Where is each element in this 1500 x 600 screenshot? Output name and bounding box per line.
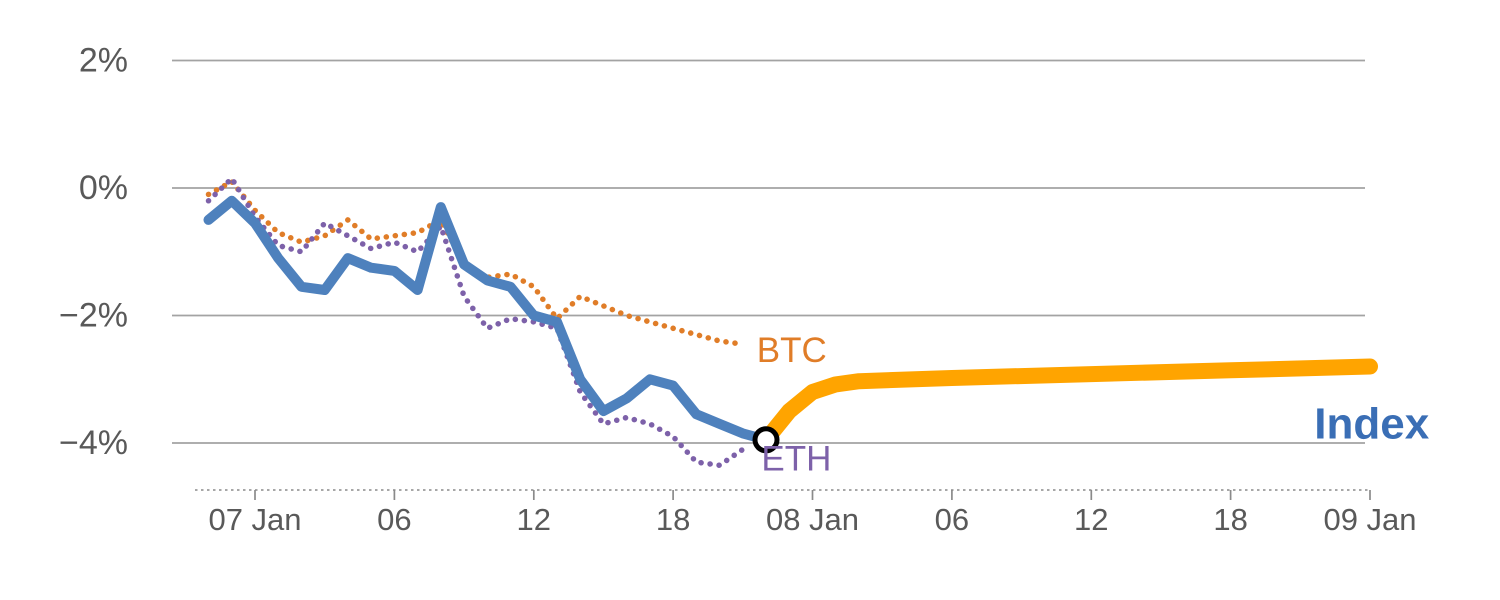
x-tick-label: 07 Jan [208, 502, 301, 537]
x-tick-label: 06 [377, 502, 411, 537]
series-line-eth [205, 175, 746, 469]
series-label-btc: BTC [757, 331, 827, 370]
y-tick-label: −2% [59, 297, 128, 335]
y-tick-label: 0% [79, 169, 128, 207]
y-tick-label: 2% [79, 42, 128, 80]
series-label-index: Index [1314, 399, 1429, 448]
x-tick-label: 18 [656, 502, 690, 537]
x-tick-label: 08 Jan [766, 502, 859, 537]
y-tick-label: −4% [59, 424, 128, 462]
x-tick-label: 12 [1074, 502, 1108, 537]
series-line-index [203, 195, 771, 445]
x-tick-label: 18 [1213, 502, 1247, 537]
series-label-eth: ETH [761, 439, 831, 478]
x-tick-label: 12 [517, 502, 551, 537]
current-point-marker [752, 426, 780, 454]
series-line-index-forecast [758, 358, 1378, 448]
x-tick-label: 09 Jan [1323, 502, 1416, 537]
series-line-btc [205, 178, 746, 347]
x-tick-label: 06 [935, 502, 969, 537]
